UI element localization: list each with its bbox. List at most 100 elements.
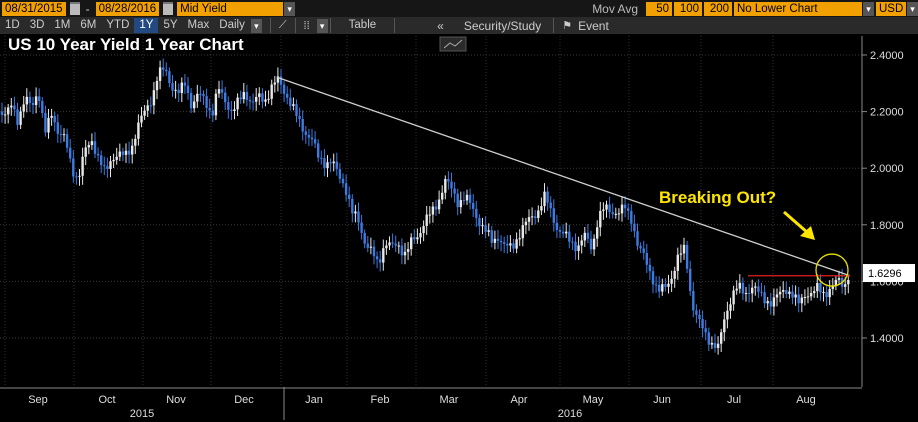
- event-flag-icon[interactable]: ⚑: [562, 20, 573, 32]
- candle-body: [242, 92, 245, 100]
- calendar-icon[interactable]: [69, 2, 80, 15]
- candle-body: [220, 89, 224, 93]
- line-chart-icon[interactable]: ⟋: [278, 19, 287, 31]
- month-tick-label: Oct: [98, 394, 115, 406]
- chevron-down-icon[interactable]: ▾: [250, 18, 262, 33]
- candle-body: [459, 200, 462, 208]
- candle-body: [425, 214, 428, 226]
- candle-body: [431, 206, 435, 215]
- frequency-select[interactable]: Daily: [219, 19, 245, 31]
- candle-body: [794, 294, 797, 298]
- collapse-icon[interactable]: «: [437, 18, 444, 33]
- period-max[interactable]: Max: [187, 19, 210, 31]
- candle-body: [189, 92, 193, 109]
- candle-body: [351, 198, 354, 214]
- candle-body: [785, 290, 788, 294]
- candle-body: [286, 93, 289, 98]
- event-button[interactable]: Event: [578, 18, 609, 33]
- candle-body: [261, 93, 264, 102]
- candle-body: [456, 193, 459, 208]
- period-1m[interactable]: 1M: [54, 19, 71, 31]
- candle-body: [25, 96, 28, 105]
- candle-body: [307, 134, 311, 138]
- period-3d[interactable]: 3D: [29, 19, 45, 31]
- candle-body: [103, 165, 106, 167]
- candle-body: [568, 231, 571, 242]
- candle-body: [22, 104, 25, 112]
- period-5y[interactable]: 5Y: [163, 19, 178, 31]
- candle-body: [778, 291, 782, 295]
- candle-body: [782, 290, 785, 292]
- candle-body: [100, 155, 103, 166]
- mavg-2-input[interactable]: 100: [674, 1, 702, 16]
- candle-body: [707, 332, 710, 345]
- candlestick-icon[interactable]: ⁞⁞: [303, 19, 310, 32]
- chevron-down-icon[interactable]: ▾: [863, 1, 874, 16]
- candle-body: [388, 242, 391, 246]
- candle-body: [267, 98, 270, 100]
- start-date-field[interactable]: 08/31/2015: [2, 1, 66, 16]
- candle-body: [741, 282, 745, 294]
- candle-body: [19, 111, 22, 125]
- candle-body: [10, 105, 13, 108]
- y-tick-label: 1.8000: [870, 220, 904, 232]
- table-button[interactable]: Table: [348, 19, 377, 31]
- candle-body: [143, 110, 146, 116]
- candle-body: [379, 259, 382, 263]
- candle-body: [193, 101, 196, 109]
- candle-body: [50, 115, 53, 118]
- period-ytd[interactable]: YTD: [106, 19, 130, 31]
- candle-body: [16, 109, 19, 125]
- chevron-down-icon[interactable]: ▾: [284, 1, 296, 16]
- period-1y[interactable]: 1Y: [134, 18, 159, 33]
- candle-body: [527, 217, 531, 222]
- candle-body: [723, 319, 726, 333]
- candle-body: [763, 292, 766, 304]
- candle-body: [596, 227, 599, 239]
- lower-chart-select[interactable]: No Lower Chart: [734, 1, 862, 16]
- mavg-1-input[interactable]: 50: [646, 1, 672, 16]
- candle-body: [344, 183, 348, 195]
- candle-body: [788, 291, 791, 294]
- period-1d[interactable]: 1D: [5, 19, 20, 31]
- chevron-down-icon[interactable]: ▾: [907, 1, 918, 16]
- year-label: 2016: [558, 408, 582, 420]
- candle-body: [310, 137, 314, 140]
- mavg-3-input[interactable]: 200: [704, 1, 732, 16]
- month-tick-label: Feb: [371, 394, 390, 406]
- annotation-arrow: [783, 210, 809, 235]
- calendar-icon[interactable]: [163, 2, 174, 15]
- candle-body: [78, 175, 81, 177]
- divider: [269, 18, 271, 33]
- candle-body: [87, 145, 90, 148]
- period-6m[interactable]: 6M: [80, 19, 97, 31]
- candle-body: [152, 90, 156, 106]
- candle-body: [279, 76, 283, 85]
- candle-body: [754, 286, 757, 288]
- candle-body: [617, 213, 621, 215]
- month-tick-label: Aug: [796, 394, 816, 406]
- candle-body: [611, 212, 614, 215]
- candle-body: [571, 241, 574, 243]
- candle-body: [406, 249, 410, 252]
- candle-body: [574, 241, 577, 251]
- candle-body: [317, 143, 320, 158]
- currency-select[interactable]: USD: [876, 1, 906, 16]
- candle-body: [183, 82, 187, 86]
- candle-body: [676, 254, 679, 271]
- candle-body: [323, 158, 326, 169]
- divider: [553, 18, 555, 33]
- candle-body: [735, 288, 738, 291]
- candle-body: [800, 297, 803, 304]
- candle-body: [716, 343, 720, 348]
- security-study-button[interactable]: Security/Study: [463, 18, 542, 33]
- candle-body: [375, 256, 379, 260]
- candle-body: [670, 278, 673, 284]
- end-date-field[interactable]: 08/28/2016: [95, 1, 160, 16]
- candle-body: [822, 291, 825, 293]
- chevron-down-icon[interactable]: ▾: [316, 18, 328, 33]
- candle-body: [341, 178, 345, 184]
- candle-body: [208, 107, 211, 111]
- field-select[interactable]: Mid Yield: [177, 1, 284, 16]
- candle-body: [720, 332, 723, 344]
